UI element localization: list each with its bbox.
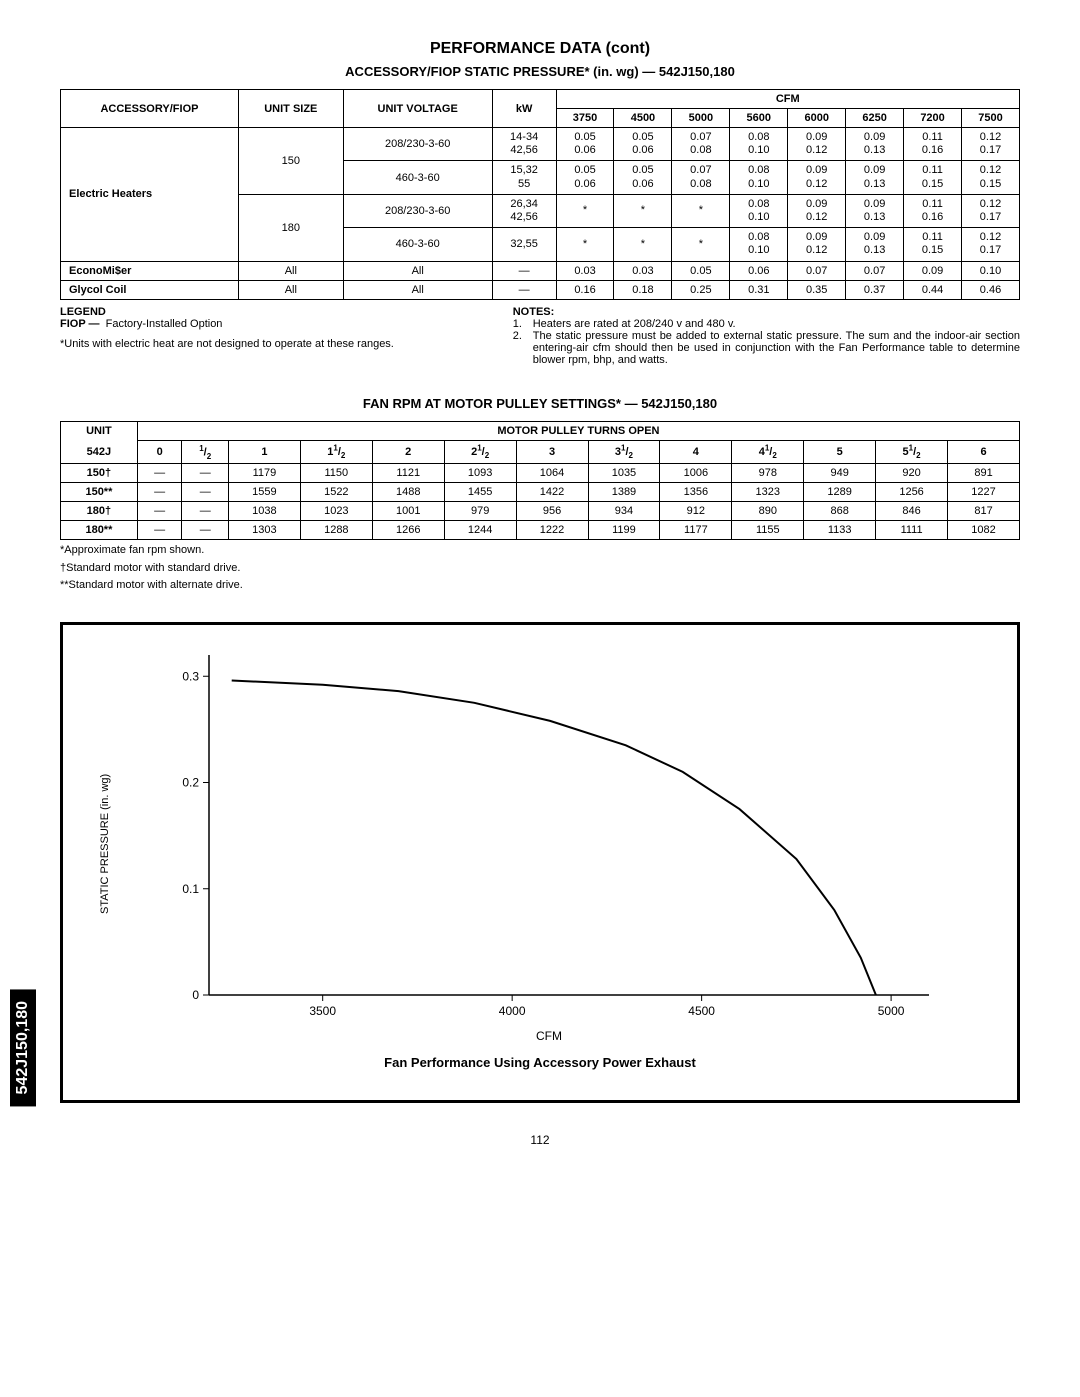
- svg-text:0.3: 0.3: [182, 669, 199, 683]
- table2-title: FAN RPM AT MOTOR PULLEY SETTINGS* — 542J…: [60, 396, 1020, 411]
- svg-text:4000: 4000: [499, 1004, 526, 1018]
- notes-block: NOTES: 1.Heaters are rated at 208/240 v …: [513, 306, 1020, 366]
- page-number: 112: [60, 1133, 1020, 1147]
- legend-block: LEGEND FIOP — Factory-Installed Option *…: [60, 306, 483, 366]
- svg-text:0.2: 0.2: [182, 775, 199, 789]
- performance-chart: 0 0.1 0.2 0.3 3500 4000 4500 5000: [111, 645, 987, 1025]
- table2-footnote: †Standard motor with standard drive.: [60, 562, 1020, 575]
- svg-text:0: 0: [192, 988, 199, 1002]
- table2-footnote: *Approximate fan rpm shown.: [60, 544, 1020, 557]
- fan-rpm-table: UNITMOTOR PULLEY TURNS OPEN542J01/2111/2…: [60, 421, 1020, 541]
- svg-text:4500: 4500: [688, 1004, 715, 1018]
- side-tab: 542J150,180: [10, 989, 36, 1106]
- table1-title: ACCESSORY/FIOP STATIC PRESSURE* (in. wg)…: [60, 64, 1020, 79]
- chart-container: STATIC PRESSURE (in. wg) 0 0.1 0.2 0.3 3500 4…: [60, 622, 1020, 1103]
- notes-title: NOTES:: [513, 306, 1020, 318]
- chart-caption: Fan Performance Using Accessory Power Ex…: [93, 1055, 987, 1070]
- legend-star-note: *Units with electric heat are not design…: [60, 338, 483, 350]
- table2-footnote: **Standard motor with alternate drive.: [60, 579, 1020, 592]
- fiop-label: FIOP —: [60, 318, 100, 330]
- svg-text:3500: 3500: [309, 1004, 336, 1018]
- fiop-text: Factory-Installed Option: [106, 318, 223, 330]
- chart-x-label: CFM: [111, 1029, 987, 1043]
- static-pressure-table: ACCESSORY/FIOPUNIT SIZEUNIT VOLTAGEkWCFM…: [60, 89, 1020, 300]
- chart-y-label: STATIC PRESSURE (in. wg): [93, 645, 111, 1043]
- legend-title: LEGEND: [60, 306, 106, 318]
- page-title: PERFORMANCE DATA (cont): [60, 40, 1020, 58]
- svg-text:5000: 5000: [878, 1004, 905, 1018]
- svg-text:0.1: 0.1: [182, 882, 199, 896]
